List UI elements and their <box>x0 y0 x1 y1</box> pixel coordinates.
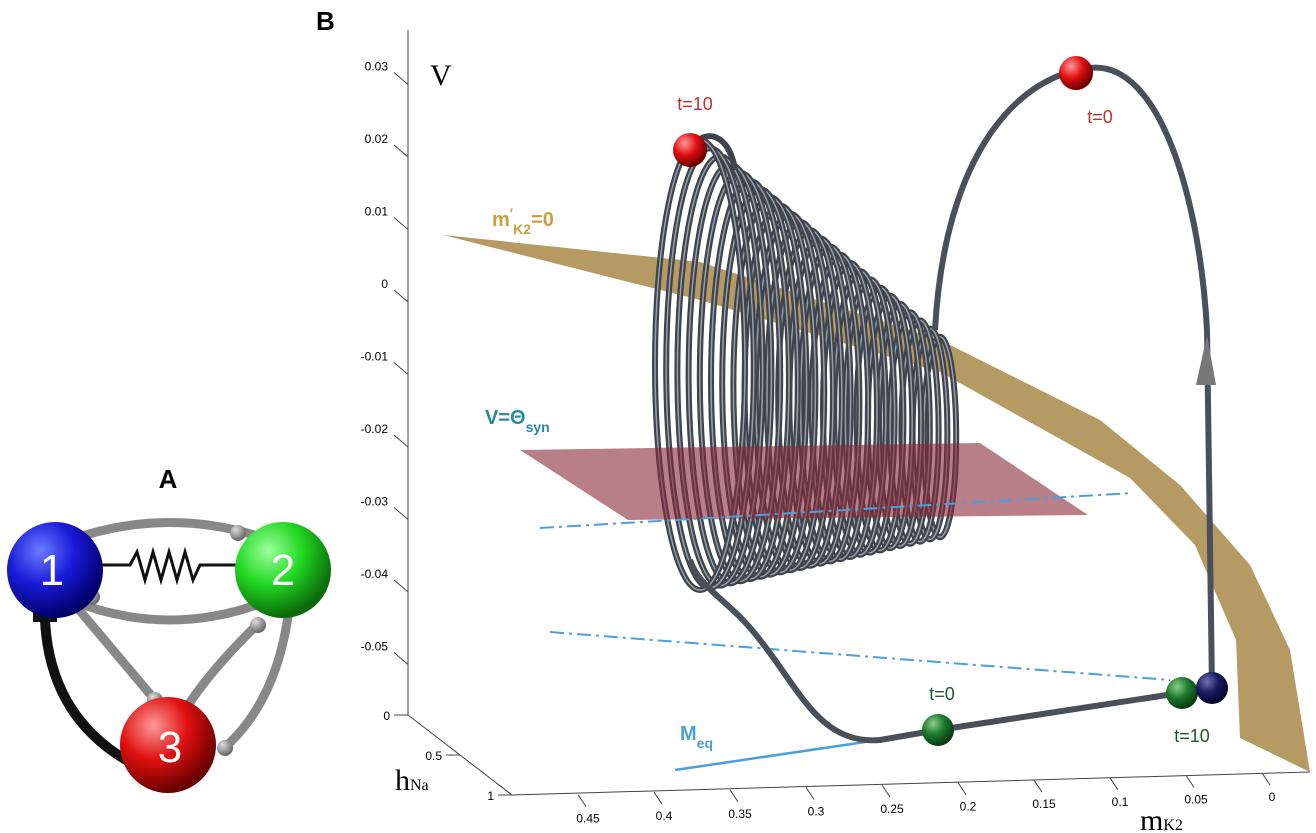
v-tick-label: 0.01 <box>365 205 389 219</box>
h-tick-label: 1 <box>487 789 494 803</box>
m-tick-label: 0.2 <box>960 800 977 814</box>
edge <box>219 599 295 754</box>
v-tick-label: -0.05 <box>361 640 389 654</box>
trajectory-spiral <box>652 133 960 593</box>
meq-main: M <box>680 723 697 745</box>
v-tick-label: -0.04 <box>361 567 389 581</box>
tick-mark <box>393 72 409 85</box>
v-tick-label: -0.01 <box>361 350 389 364</box>
axis-line <box>511 771 1311 796</box>
dashed-guide <box>549 631 1171 681</box>
threshold-sub: syn <box>526 419 550 435</box>
tick-mark <box>729 789 739 803</box>
tick-mark <box>1033 779 1043 793</box>
node-label: 1 <box>40 546 64 595</box>
tick-mark <box>393 144 409 158</box>
synapse <box>250 617 266 633</box>
trajectory <box>932 64 1216 733</box>
marker <box>922 714 954 746</box>
tick-mark <box>393 652 409 665</box>
panel-label: A <box>159 464 178 494</box>
node-label: 3 <box>158 723 182 772</box>
m-tick-label: 0.45 <box>576 812 600 826</box>
axis-title-sub: K2 <box>1163 817 1183 833</box>
tick-mark <box>1261 772 1271 786</box>
panel-a: A 1 2 3 <box>7 464 331 793</box>
tick-mark <box>393 507 409 520</box>
edge <box>181 616 266 713</box>
synapse <box>230 525 246 541</box>
edge <box>68 595 272 625</box>
axis-title-main: m <box>1140 804 1163 833</box>
node <box>7 522 103 618</box>
tick-mark <box>957 782 967 795</box>
panel-label: B <box>316 6 335 36</box>
tick-mark <box>881 784 891 798</box>
tick-mark <box>393 289 409 303</box>
tick-mark <box>577 794 587 807</box>
panel-b: B V hNa mK2 m′K2=0 V=Θsyn Meq t=10 t=0 t… <box>316 6 1311 833</box>
tick-mark <box>1109 777 1119 791</box>
annotation: t=10 <box>677 94 713 114</box>
nullcline-label: m′K2=0 <box>492 205 554 237</box>
axis-title: hNa <box>395 764 429 797</box>
threshold-label: V=Θsyn <box>485 407 550 435</box>
tick-mark <box>393 434 409 448</box>
m-tick-label: 0.3 <box>808 804 825 818</box>
h-tick-label: 0.5 <box>425 749 442 763</box>
nullcline-sub: K2 <box>513 221 531 237</box>
threshold-main: V=Θ <box>485 407 526 429</box>
tick-mark <box>805 787 815 800</box>
tick-mark <box>1185 775 1195 788</box>
v-tick-label: 0 <box>381 277 388 291</box>
annotation: t=0 <box>1087 107 1113 127</box>
node-label: 2 <box>271 546 295 595</box>
dashed-guide <box>539 492 1134 529</box>
tick-mark <box>393 217 409 230</box>
node <box>235 522 331 618</box>
m-tick-label: 0 <box>1269 790 1276 804</box>
m-tick-label: 0.05 <box>1184 792 1208 806</box>
annotation: t=10 <box>1174 726 1210 746</box>
h-tick-label: 0 <box>383 709 390 723</box>
synapse <box>217 740 233 756</box>
tick-mark <box>393 579 409 593</box>
m-tick-label: 0.15 <box>1032 797 1056 811</box>
meq-sub: eq <box>697 735 713 751</box>
v-tick-label: -0.02 <box>361 422 389 436</box>
edge <box>71 602 159 703</box>
direction-arrow <box>1196 335 1216 385</box>
m-tick-label: 0.4 <box>656 809 673 823</box>
m-tick-label: 0.1 <box>1112 795 1129 809</box>
nullcline-rest: =0 <box>531 209 554 231</box>
m-tick-label: 0.25 <box>880 802 904 816</box>
axis-title: V <box>430 59 452 92</box>
edge <box>40 619 138 770</box>
nullcline-prime: ′ <box>510 205 514 221</box>
meq-line <box>674 740 866 772</box>
v-tick-label: 0.02 <box>365 132 389 146</box>
axis-title-main: h <box>395 764 410 797</box>
trajectory <box>687 558 939 744</box>
axis-title: mK2 <box>1140 804 1183 833</box>
gap-junction <box>100 546 238 586</box>
inhibitory-end <box>33 612 57 622</box>
marker <box>1166 677 1198 709</box>
v-tick-label: -0.03 <box>361 495 389 509</box>
nullcline-main: m <box>492 209 510 231</box>
marker <box>1196 672 1228 704</box>
annotation: t=0 <box>929 684 955 704</box>
v-tick-label: 0.03 <box>365 60 389 74</box>
m-tick-label: 0.35 <box>728 807 752 821</box>
threshold-plane <box>520 443 1088 520</box>
axis-title-sub: Na <box>410 777 429 794</box>
tick-mark <box>653 791 663 805</box>
node <box>120 697 216 793</box>
meq-label: Meq <box>680 723 713 751</box>
tick-mark <box>393 362 409 375</box>
marker <box>673 133 707 167</box>
marker <box>1059 56 1093 90</box>
